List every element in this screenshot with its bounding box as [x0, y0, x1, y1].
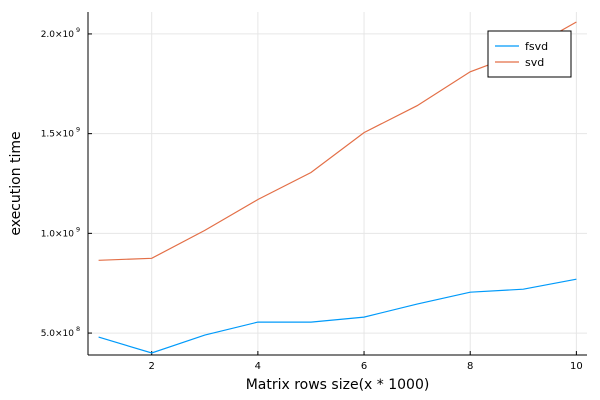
- x-axis-label: Matrix rows size(x * 1000): [246, 377, 430, 393]
- x-tick-label-1: 4: [255, 361, 261, 372]
- axes: [87, 12, 587, 356]
- y-axis-label: execution time: [8, 131, 24, 235]
- y-tick-label-1: 1.0×10: [41, 229, 75, 239]
- y-tick-label-0: 5.0×10: [41, 329, 75, 339]
- y-tick-exponent-3: 9: [76, 26, 80, 34]
- y-tick-label-2: 1.5×10: [41, 130, 75, 140]
- y-tick-label-3: 2.0×10: [41, 30, 75, 40]
- legend-box: [487, 30, 572, 78]
- x-tick-label-2: 6: [361, 361, 367, 372]
- x-tick-label-4: 10: [570, 361, 583, 372]
- legend-label-svd: svd: [525, 56, 544, 69]
- x-tick-label-0: 2: [149, 361, 155, 372]
- legend-label-fsvd: fsvd: [525, 40, 548, 53]
- y-tick-exponent-1: 9: [76, 225, 80, 233]
- series-line-fsvd: [98, 278, 577, 354]
- y-tick-exponent-2: 9: [76, 126, 80, 134]
- x-tick-label-3: 8: [467, 361, 473, 372]
- y-tick-exponent-0: 8: [76, 325, 80, 333]
- y-tick-labels: 5.0×10 81.0×10 91.5×10 92.0×10 9: [41, 26, 80, 339]
- legend: fsvd svd: [487, 30, 572, 78]
- x-tick-labels: 2 4 6 8 10: [149, 361, 583, 372]
- legend-items: fsvd svd: [495, 40, 548, 69]
